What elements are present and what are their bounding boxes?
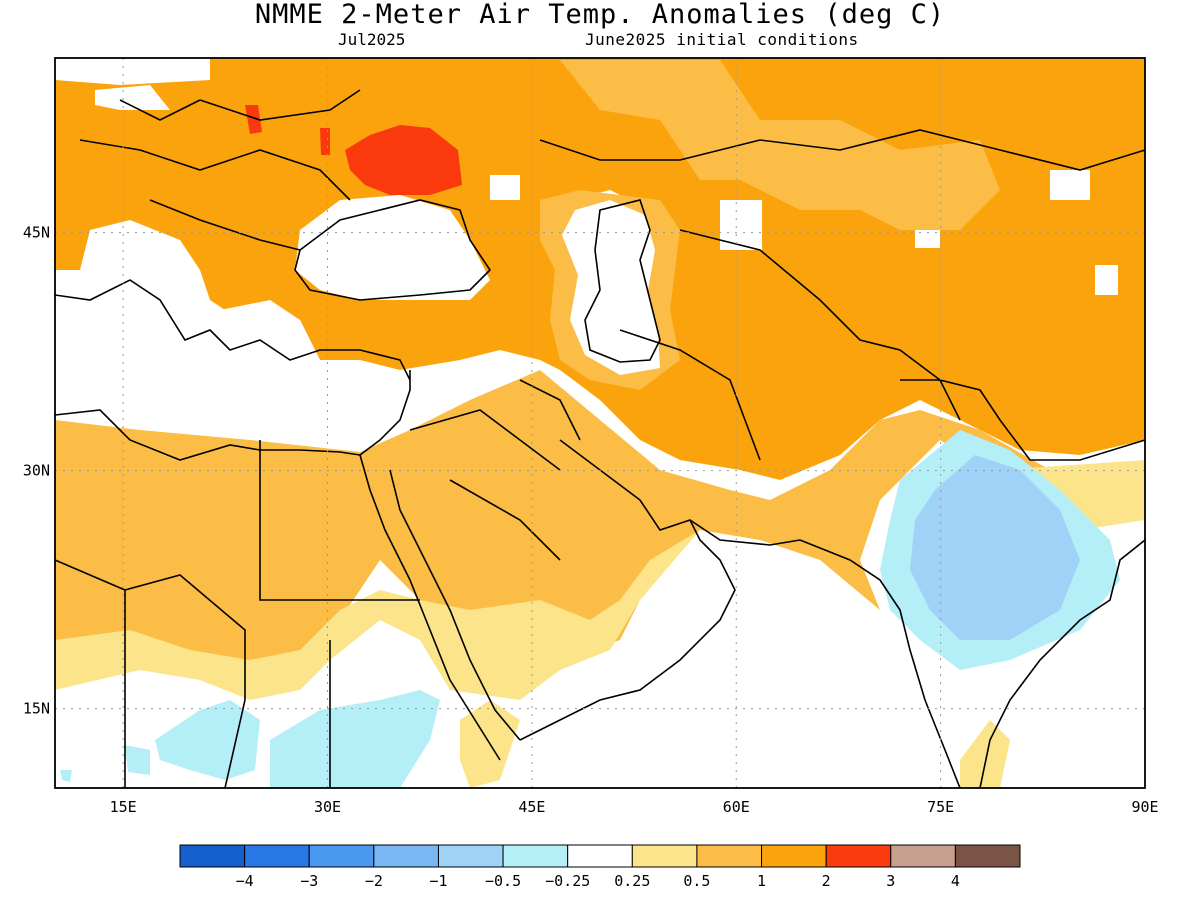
colorbar-swatch [890,844,956,868]
colorbar-swatch [567,844,633,868]
longitude-ticks: 15E 30E 45E 60E 75E 90E [110,798,1159,816]
colorbar-swatch [437,844,504,868]
colorbar-label: −0.5 [485,872,521,890]
europe-borders [79,89,361,251]
black-sea-coast [294,199,492,301]
anomaly-field-2-3 [345,125,462,195]
initial-conditions: June2025 initial conditions [585,30,859,49]
colorbar-label: −0.25 [545,872,590,890]
anomaly-field-neg1-neg0.5-india [910,455,1080,640]
longitude-tick-label: 30E [314,798,341,816]
colorbar-label: −3 [300,872,318,890]
india-east-coast [979,539,1145,788]
mediterranean-north-coast [55,279,411,381]
anomaly-field-2-3-small-1 [245,105,262,134]
longitude-tick-label: 45E [518,798,545,816]
middle-east-borders [409,329,761,561]
anomaly-field-0.25-0.5-south [960,720,1010,788]
no-signal-north-spot-7 [55,58,210,85]
anomaly-field-0.25-0.5 [55,530,700,700]
india-west-coast [799,539,961,788]
no-signal-north-spot-2 [490,175,520,200]
no-signal-north-spot-5 [1050,170,1090,200]
no-signal-north-spot-1 [95,85,170,110]
colorbar-label: 4 [951,872,960,890]
colorbar-swatch [308,844,375,868]
colorbar: −4 −3 −2 −1 −0.5 −0.25 0.25 0.5 1 2 3 4 [179,844,1021,890]
colorbar-label: 2 [822,872,831,890]
latitude-tick-label: 15N [23,700,50,718]
red-sea-west-coast [359,454,501,761]
map-title: NMME 2-Meter Air Temp. Anomalies (deg C) [254,0,946,30]
latitude-ticks: 15N 30N 45N [23,224,50,718]
colorbar-swatch [373,844,439,868]
colorbar-swatch [244,844,310,868]
colorbar-label: −2 [365,872,383,890]
colorbar-swatch [696,844,763,868]
anomaly-field-neg0.5-neg0.25-africa-4 [125,745,150,775]
anomaly-field-neg0.5-neg0.25-africa-1 [155,700,260,780]
colorbar-label: −4 [236,872,254,890]
coastlines-and-borders [55,89,1145,788]
anomaly-field-neg0.5-neg0.25-africa-3 [60,770,72,782]
colorbar-swatch [502,844,569,868]
africa-interior-borders [55,440,420,788]
anomaly-field-0.5-1-central-asia [560,60,1000,230]
colorbar-swatch [179,844,246,868]
red-sea-east-coast [389,469,521,741]
longitude-tick-label: 60E [723,798,750,816]
arabia-south-coast [519,519,736,741]
gridlines [55,58,1145,788]
africa-north-coast [55,409,361,461]
anomaly-fields [55,58,1145,788]
colorbar-label: 0.25 [614,872,650,890]
himalaya-border [900,379,1145,461]
caspian-coast [584,199,661,363]
colorbar-swatch [954,844,1021,868]
no-signal-italy-balkans [55,220,410,450]
levant-coast [359,370,411,456]
latitude-tick-label: 30N [23,462,50,480]
colorbar-swatch [631,844,698,868]
longitude-tick-label: 15E [110,798,137,816]
colorbar-label: 3 [886,872,895,890]
forecast-month: Jul2025 [338,30,406,49]
anomaly-field-neg0.5-neg0.25-africa-2 [270,690,440,788]
colorbar-swatch [761,844,827,868]
map-frame [54,57,1146,789]
no-signal-north-spot-6 [1095,265,1118,295]
no-signal-black-sea [295,195,490,300]
anomaly-field-2-3-small-2 [320,128,330,155]
latitude-tick-label: 45N [23,224,50,242]
longitude-tick-label: 75E [927,798,954,816]
colorbar-label: 1 [757,872,766,890]
no-signal-north-spot-3 [720,200,762,250]
persian-gulf-coast [559,439,801,546]
colorbar-swatch [825,844,892,868]
colorbar-label: 0.5 [683,872,710,890]
longitude-tick-label: 90E [1131,798,1158,816]
colorbar-label: −1 [429,872,447,890]
